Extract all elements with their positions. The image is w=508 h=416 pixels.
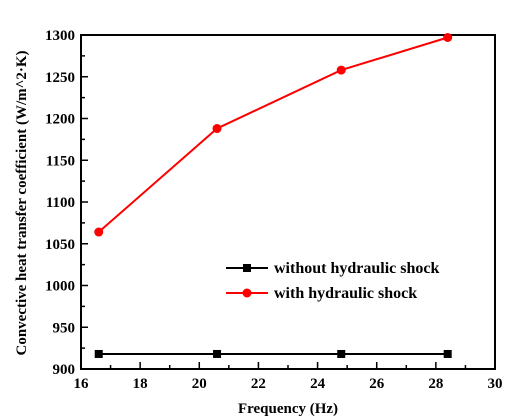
x-tick-label: 16	[74, 376, 90, 392]
y-tick-label: 1300	[45, 28, 75, 44]
series-without-shock	[94, 349, 452, 358]
data-point-without-shock	[443, 349, 452, 358]
data-point-without-shock	[337, 349, 346, 358]
series-line-with-shock	[98, 36, 448, 233]
y-tick-label: 900	[53, 362, 76, 378]
y-tick-label: 1000	[45, 279, 75, 295]
axes-group: 16 18 20 22 24 26 28 30 900 950 1000 1050 1100 1150 12…	[45, 28, 503, 392]
legend-marker	[243, 264, 251, 272]
data-point-without-shock	[213, 349, 222, 358]
legend-label: with hydraulic shock	[274, 285, 417, 302]
legend-label: without hydraulic shock	[274, 260, 439, 277]
x-tick-label: 20	[192, 376, 207, 392]
legend-marker	[242, 288, 252, 298]
y-tick-label: 950	[53, 320, 76, 336]
plot-frame	[80, 34, 496, 370]
x-tick-label: 24	[310, 376, 326, 392]
data-point-with-shock	[212, 124, 222, 134]
x-axis-title: Frequency (Hz)	[238, 401, 338, 416]
y-tick-label: 1100	[46, 195, 75, 211]
x-tick-label: 22	[251, 376, 266, 392]
x-tick-label: 28	[428, 376, 443, 392]
data-point-with-shock	[336, 65, 346, 75]
legend: without hydraulic shock with hydraulic sh…	[226, 260, 439, 302]
y-tick-label: 1150	[46, 153, 75, 169]
data-point-without-shock	[94, 349, 103, 358]
data-point-with-shock	[443, 33, 453, 43]
x-tick-label: 18	[133, 376, 148, 392]
y-axis-title: Convective heat transfer coefficient (W/…	[14, 50, 30, 355]
data-point-with-shock	[94, 227, 104, 237]
y-tick-label: 1250	[45, 70, 75, 86]
x-tick-label: 26	[369, 376, 385, 392]
y-tick-label: 1200	[45, 112, 75, 128]
x-tick-label: 30	[488, 376, 503, 392]
series-with-shock	[94, 33, 453, 237]
y-tick-label: 1050	[45, 237, 75, 253]
